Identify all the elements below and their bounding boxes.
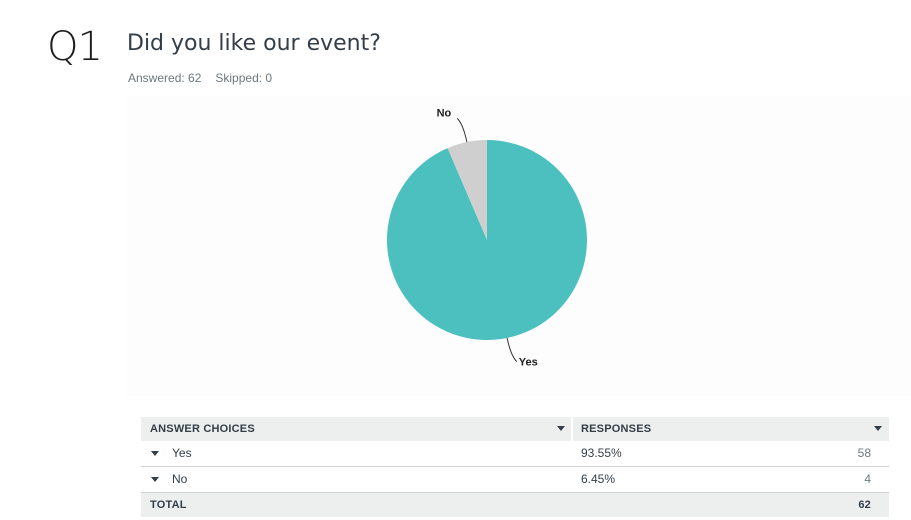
- response-percent: 6.45%: [581, 472, 616, 486]
- total-label: TOTAL: [150, 499, 187, 511]
- pie-label-yes: Yes: [519, 357, 538, 369]
- header-divider: [571, 417, 573, 441]
- table-row: No 6.45% 4: [141, 467, 889, 493]
- response-table: ANSWER CHOICES RESPONSES Yes 93.55% 58 N…: [141, 417, 889, 517]
- expand-caret-icon[interactable]: [151, 477, 159, 482]
- pie-label-no: No: [437, 107, 452, 119]
- sort-caret-icon[interactable]: [874, 426, 882, 431]
- table-total-row: TOTAL 62: [141, 493, 889, 517]
- response-stats: Answered: 62 Skipped: 0: [128, 71, 272, 85]
- total-count: 62: [858, 499, 871, 511]
- response-count: 4: [864, 472, 871, 486]
- leader-line: [506, 337, 518, 362]
- expand-caret-icon[interactable]: [151, 451, 159, 456]
- skipped-count: Skipped: 0: [215, 71, 273, 85]
- leader-line: [456, 118, 468, 143]
- response-percent: 93.55%: [581, 446, 622, 460]
- answered-count: Answered: 62: [128, 71, 202, 85]
- response-count: 58: [857, 446, 871, 460]
- answer-choice: Yes: [172, 446, 192, 460]
- sort-caret-icon[interactable]: [557, 426, 565, 431]
- question-title: Did you like our event?: [127, 31, 381, 56]
- header-responses[interactable]: RESPONSES: [581, 423, 652, 435]
- question-number: Q1: [47, 24, 103, 70]
- answer-choice: No: [172, 472, 188, 486]
- pie-slice-no[interactable]: [447, 140, 487, 240]
- table-row: Yes 93.55% 58: [141, 441, 889, 467]
- pie-chart: Yes No: [387, 107, 587, 369]
- table-header: ANSWER CHOICES RESPONSES: [141, 417, 889, 441]
- header-answer-choices[interactable]: ANSWER CHOICES: [150, 423, 255, 435]
